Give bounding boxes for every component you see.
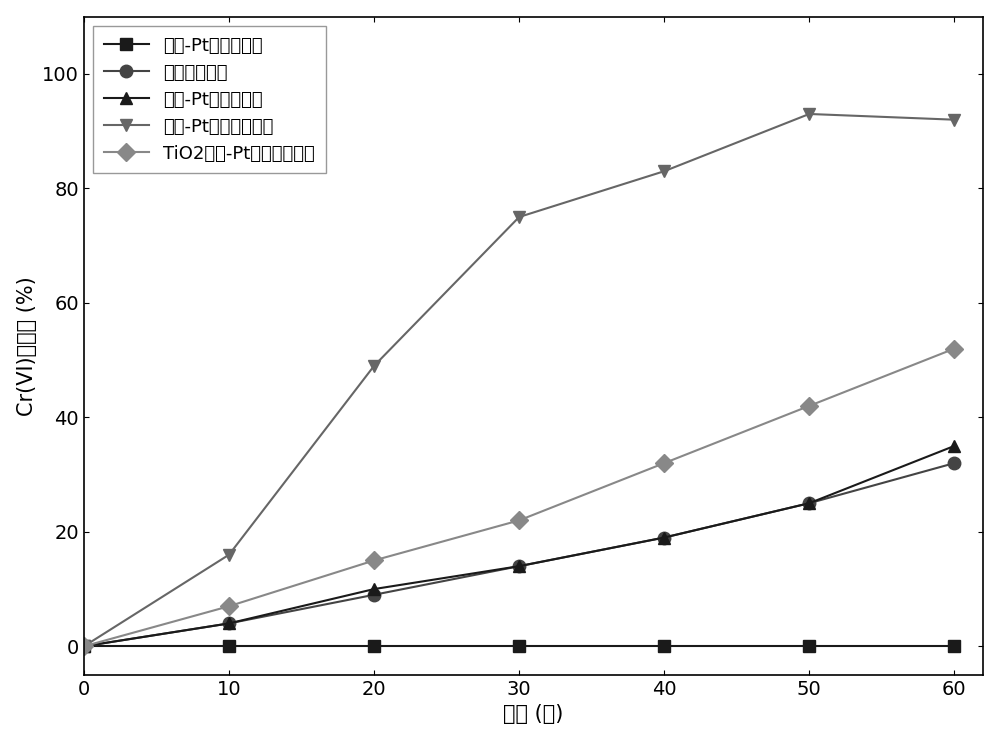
钓网-Pt电极光弦化 [368,585,380,594]
钓网-Pt电极光电弦化 [803,110,815,119]
TiO2薄膜-Pt电极光电弦化 [513,516,525,525]
无弦化剂光解 [658,533,670,542]
钓网-Pt电极光电弦化 [368,362,380,370]
钓网-Pt电极电弦化 [513,642,525,651]
TiO2薄膜-Pt电极光电弦化 [948,345,960,353]
无弦化剂光解 [513,562,525,571]
钓网-Pt电极光弦化 [78,642,90,651]
钓网-Pt电极电弦化 [223,642,235,651]
钓网-Pt电极光电弦化 [658,167,670,176]
钓网-Pt电极光电弦化 [948,116,960,124]
无弦化剂光解 [78,642,90,651]
无弦化剂光解 [803,499,815,508]
TiO2薄膜-Pt电极光电弦化 [658,459,670,468]
钓网-Pt电极电弦化 [368,642,380,651]
无弦化剂光解 [948,459,960,468]
Line: 钓网-Pt电极电弦化: 钓网-Pt电极电弦化 [78,640,961,653]
钓网-Pt电极光弦化 [223,619,235,628]
Line: 钓网-Pt电极光弦化: 钓网-Pt电极光弦化 [78,439,961,653]
钓网-Pt电极电弦化 [948,642,960,651]
Line: TiO2薄膜-Pt电极光电弦化: TiO2薄膜-Pt电极光电弦化 [78,342,961,653]
Line: 钓网-Pt电极光电弦化: 钓网-Pt电极光电弦化 [78,107,961,653]
X-axis label: 时间 (分): 时间 (分) [503,705,564,725]
钓网-Pt电极光弦化 [658,533,670,542]
TiO2薄膜-Pt电极光电弦化 [803,402,815,411]
Legend: 钓网-Pt电极电弦化, 无弦化剂光解, 钓网-Pt电极光弦化, 钓网-Pt电极光电弦化, TiO2薄膜-Pt电极光电弦化: 钓网-Pt电极电弦化, 无弦化剂光解, 钓网-Pt电极光弦化, 钓网-Pt电极光… [93,26,326,173]
钓网-Pt电极光电弦化 [223,551,235,559]
钓网-Pt电极电弦化 [658,642,670,651]
无弦化剂光解 [223,619,235,628]
Y-axis label: Cr(VI)转化率 (%): Cr(VI)转化率 (%) [17,276,37,416]
钓网-Pt电极光电弦化 [513,213,525,222]
Line: 无弦化剂光解: 无弦化剂光解 [78,457,961,653]
钓网-Pt电极光弦化 [948,442,960,451]
钓网-Pt电极光弦化 [513,562,525,571]
TiO2薄膜-Pt电极光电弦化 [223,602,235,611]
钓网-Pt电极光电弦化 [78,642,90,651]
钓网-Pt电极光弦化 [803,499,815,508]
钓网-Pt电极电弦化 [78,642,90,651]
TiO2薄膜-Pt电极光电弦化 [368,556,380,565]
钓网-Pt电极电弦化 [803,642,815,651]
TiO2薄膜-Pt电极光电弦化 [78,642,90,651]
无弦化剂光解 [368,591,380,599]
